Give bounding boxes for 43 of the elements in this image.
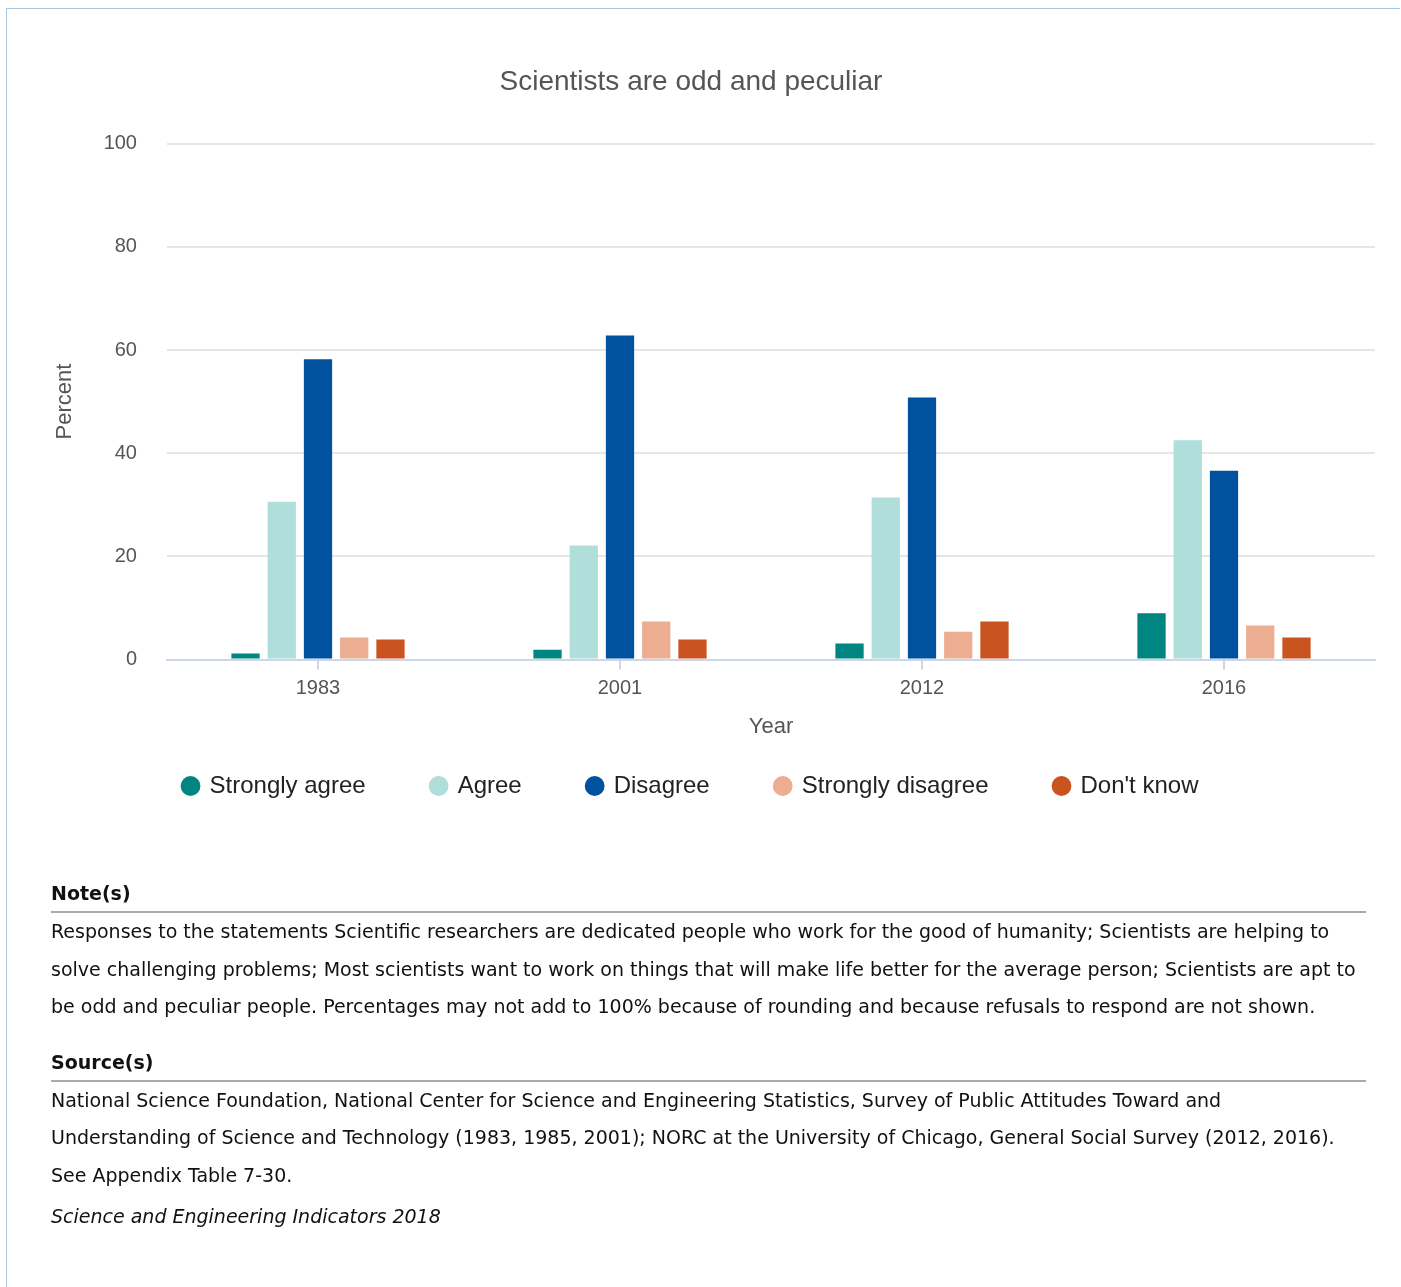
x-tick-label: 1983 — [295, 676, 341, 699]
x-tick-label: 2001 — [597, 676, 643, 699]
bar — [1137, 613, 1166, 659]
bar — [231, 653, 260, 659]
x-axis-title: Year — [748, 712, 794, 738]
bar — [871, 497, 900, 659]
bar — [569, 545, 598, 659]
y-tick-label: 40 — [114, 440, 137, 463]
bar — [267, 501, 296, 659]
legend-label: Strongly agree — [209, 770, 366, 798]
bar — [642, 621, 671, 659]
text: National Science Foundation, National Center for Science and Engineering Statistics, Survey of Public Attitudes Toward and Understanding of Science and Technology (1983, 1985, 2001); NORC at the University of Chicago, General Social Survey (2012, 2016). See Appendix Table 7-30. — [51, 1087, 1336, 1188]
bar — [944, 631, 973, 659]
bar — [376, 639, 405, 659]
legend-label: Disagree — [613, 770, 710, 798]
y-tick-label: 20 — [114, 543, 137, 566]
text: Note(s) — [51, 879, 1366, 913]
text: Science and Engineering Indicators 2018 — [51, 1204, 442, 1229]
chart-title: Scientists are odd and peculiar — [499, 64, 883, 96]
bar — [907, 397, 937, 659]
bar — [605, 335, 635, 659]
y-tick-label: 0 — [125, 647, 137, 670]
bar — [980, 621, 1009, 659]
y-tick-label: 80 — [114, 234, 137, 257]
y-tick-label: 60 — [114, 337, 137, 360]
source-note: Source(s) — [51, 1047, 1366, 1082]
bar — [835, 643, 864, 659]
bar — [533, 649, 562, 659]
bar — [1173, 440, 1202, 659]
bar — [340, 637, 369, 659]
legend-label: Don't know — [1080, 770, 1200, 798]
bar — [1282, 637, 1311, 659]
x-tick-label: 2012 — [899, 676, 945, 699]
text: Responses to the statements Scientific researchers are dedicated people who work for the good of humanity; Scientists are helping to solve challenging problems; Most scientists want to work on things that will make life better for the average person; Scientists are apt to be odd and peculiar people. Percentages may not add to 100% because of rounding and because refusals to respond are not shown. — [51, 919, 1357, 1019]
bar — [303, 359, 333, 659]
legend-label: Strongly disagree — [801, 770, 989, 798]
y-tick-label: 100 — [103, 131, 137, 154]
bar — [1209, 470, 1239, 659]
x-tick-label: 2016 — [1201, 676, 1247, 699]
bar — [678, 639, 707, 659]
bar — [1246, 625, 1275, 659]
y-axis-title: Percent — [51, 363, 77, 440]
legend-label: Agree — [457, 770, 522, 798]
